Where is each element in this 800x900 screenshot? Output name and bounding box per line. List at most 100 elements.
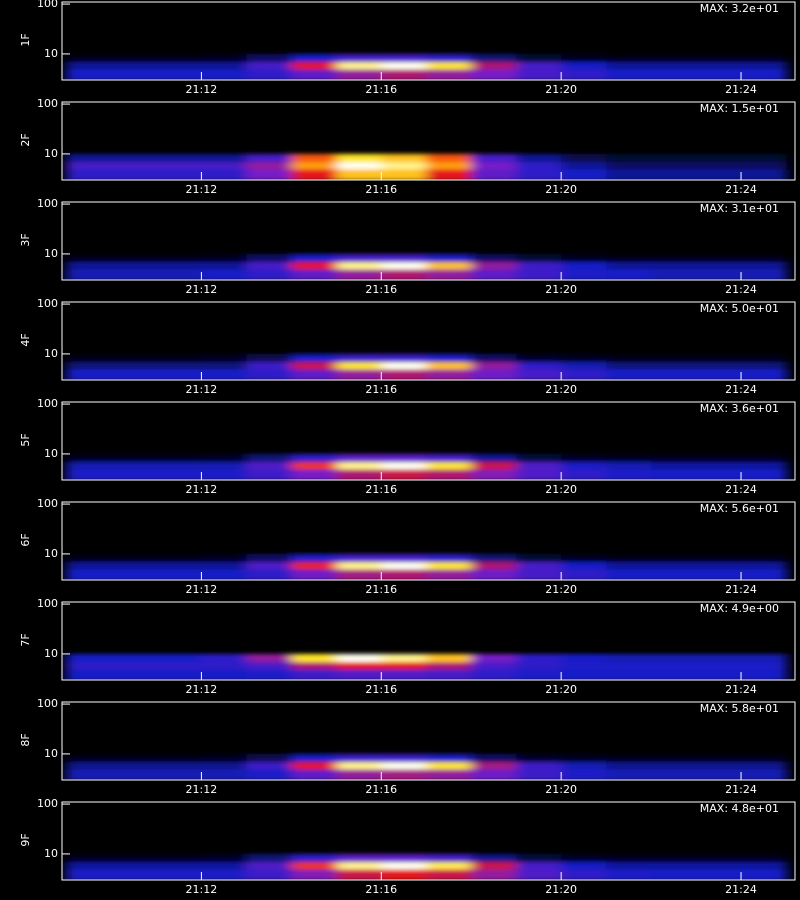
- x-tick-label: 21:20: [545, 83, 577, 96]
- x-tick-label: 21:12: [186, 83, 218, 96]
- heatmap-cell: [561, 361, 607, 370]
- heatmap-cell: [561, 161, 607, 170]
- heatmap-cell: [471, 368, 517, 380]
- y-tick-label: 10: [44, 47, 58, 60]
- heatmap-cell: [291, 253, 337, 263]
- y-tick-label: 10: [44, 347, 58, 360]
- heatmap-cell: [426, 68, 472, 80]
- heatmap-cell: [66, 753, 112, 763]
- heatmap-cell: [696, 161, 742, 170]
- heatmap-cell: [381, 161, 427, 170]
- heatmap: [66, 53, 787, 80]
- heatmap-cell: [606, 653, 652, 663]
- heatmap-cell: [426, 868, 472, 880]
- heatmap-cell: [381, 753, 427, 763]
- heatmap-cell: [111, 368, 157, 380]
- heatmap-cell: [156, 261, 202, 270]
- heatmap-cells: [66, 153, 787, 180]
- y-tick-label: 10: [44, 747, 58, 760]
- heatmap-cell: [426, 853, 472, 863]
- heatmap-cell: [741, 53, 787, 63]
- heatmap-cell: [561, 168, 607, 180]
- heatmap-cell: [246, 553, 292, 563]
- heatmap-cell: [111, 361, 157, 370]
- heatmap-cell: [291, 353, 337, 363]
- heatmap-cell: [426, 153, 472, 163]
- y-tick-label: 100: [37, 0, 58, 10]
- heatmap-cell: [651, 653, 697, 663]
- heatmap-cell: [156, 853, 202, 863]
- heatmap-cell: [561, 561, 607, 570]
- heatmap-cells: [66, 53, 787, 80]
- heatmap-cell: [381, 568, 427, 580]
- heatmap-cell: [651, 661, 697, 670]
- plot-frame: [61, 301, 796, 381]
- heatmap-cell: [156, 753, 202, 763]
- heatmap-cell: [561, 368, 607, 380]
- heatmap: [66, 353, 787, 380]
- heatmap-cell: [381, 561, 427, 570]
- x-tick-label: 21:24: [725, 583, 757, 596]
- heatmap-cell: [471, 61, 517, 70]
- y-axis-label: 8F: [19, 733, 32, 746]
- heatmap-cell: [651, 461, 697, 470]
- heatmap-cell: [741, 453, 787, 463]
- heatmap-cell: [156, 468, 202, 480]
- heatmap-cell: [606, 53, 652, 63]
- heatmap-cell: [741, 161, 787, 170]
- y-axis-label: 1F: [19, 33, 32, 46]
- heatmap-cell: [291, 161, 337, 170]
- heatmap-cell: [381, 368, 427, 380]
- x-tick-label: 21:20: [545, 383, 577, 396]
- heatmap-cell: [246, 153, 292, 163]
- heatmap-cell: [66, 253, 112, 263]
- heatmap-cell: [516, 568, 562, 580]
- heatmap-cell: [651, 761, 697, 770]
- heatmap-cell: [606, 353, 652, 363]
- y-axis-label: 6F: [19, 533, 32, 546]
- heatmap-cell: [336, 661, 382, 670]
- plot-frame: [61, 701, 796, 781]
- heatmap-cell: [606, 553, 652, 563]
- heatmap-cell: [561, 61, 607, 70]
- heatmap-cell: [381, 61, 427, 70]
- heatmap-cell: [111, 768, 157, 780]
- heatmap-cell: [336, 561, 382, 570]
- heatmap-cell: [201, 661, 247, 670]
- heatmap-cell: [246, 853, 292, 863]
- x-tick-label: 21:24: [725, 483, 757, 496]
- heatmap-cell: [156, 861, 202, 870]
- heatmap-cell: [291, 468, 337, 480]
- heatmap-cell: [291, 461, 337, 470]
- heatmap-cell: [741, 261, 787, 270]
- heatmap-cell: [156, 661, 202, 670]
- heatmap-cell: [426, 753, 472, 763]
- heatmap-cell: [606, 253, 652, 263]
- heatmap-cell: [336, 53, 382, 63]
- heatmap-cell: [156, 461, 202, 470]
- heatmap-cell: [336, 153, 382, 163]
- heatmap-cell: [246, 68, 292, 80]
- heatmap-cell: [741, 761, 787, 770]
- heatmap-cell: [291, 853, 337, 863]
- heatmap-cell: [201, 161, 247, 170]
- heatmap-cell: [246, 53, 292, 63]
- heatmap-cell: [426, 61, 472, 70]
- heatmap-cell: [246, 653, 292, 663]
- heatmap-cell: [696, 268, 742, 280]
- heatmap-cell: [651, 868, 697, 880]
- heatmap-cell: [696, 253, 742, 263]
- x-tick-label: 21:24: [725, 883, 757, 896]
- heatmap-cell: [111, 268, 157, 280]
- heatmap-cell: [426, 568, 472, 580]
- x-tick-label: 21:16: [365, 783, 397, 796]
- heatmap-cell: [516, 668, 562, 680]
- heatmap-cell: [291, 53, 337, 63]
- heatmap-cell: [516, 553, 562, 563]
- heatmap-cell: [336, 61, 382, 70]
- heatmap-cell: [66, 353, 112, 363]
- x-tick-label: 21:16: [365, 383, 397, 396]
- heatmap: [66, 153, 787, 180]
- heatmap-cell: [741, 268, 787, 280]
- x-tick-label: 21:24: [725, 683, 757, 696]
